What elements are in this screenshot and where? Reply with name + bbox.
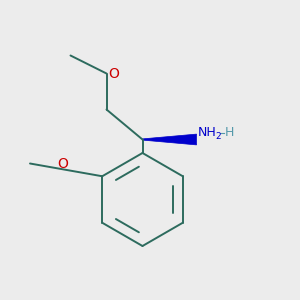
Polygon shape	[142, 134, 196, 145]
Text: O: O	[58, 157, 68, 170]
Text: H: H	[225, 126, 234, 140]
Text: 2: 2	[215, 132, 221, 141]
Text: O: O	[109, 67, 119, 80]
Text: NH: NH	[198, 126, 217, 140]
